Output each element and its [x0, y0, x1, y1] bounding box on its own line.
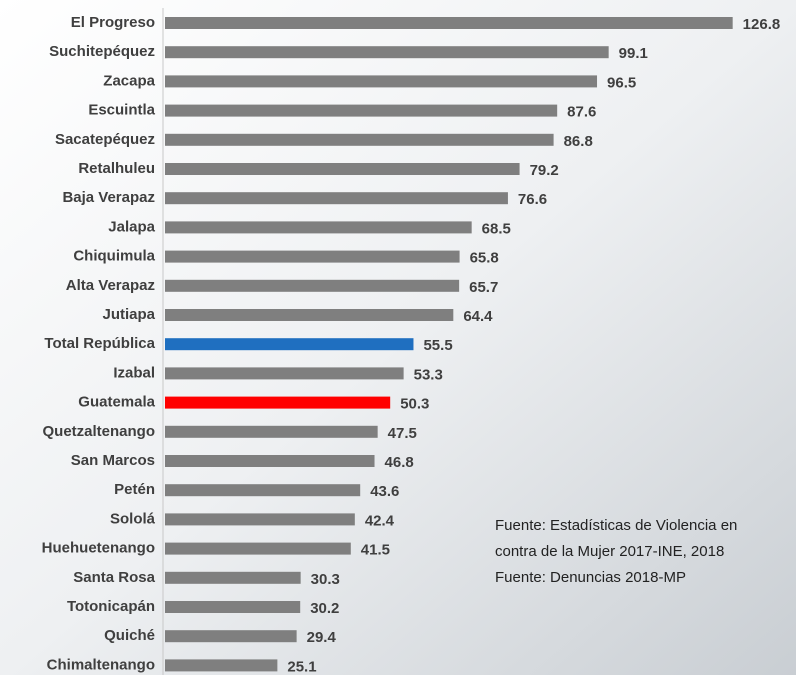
- bar: [165, 513, 355, 526]
- category-label: Sololá: [110, 510, 156, 527]
- bar: [165, 455, 375, 467]
- bar: [165, 17, 733, 29]
- value-label: 99.1: [619, 45, 648, 62]
- category-label: Totonicapán: [67, 598, 155, 615]
- category-label: Sacatepéquez: [55, 131, 155, 148]
- category-label: San Marcos: [71, 452, 155, 469]
- value-label: 68.5: [482, 220, 511, 237]
- value-label: 41.5: [361, 542, 390, 559]
- bar: [165, 630, 297, 643]
- category-label: Huehuetenango: [42, 540, 155, 557]
- value-label: 29.4: [307, 629, 337, 646]
- value-label: 25.1: [287, 658, 316, 675]
- category-label: Guatemala: [78, 394, 155, 411]
- bar: [165, 75, 598, 88]
- bar: [165, 250, 460, 263]
- value-label: 79.2: [530, 162, 559, 179]
- bar: [165, 659, 278, 672]
- bar: [165, 309, 454, 321]
- category-label: Chimaltenango: [47, 656, 155, 673]
- category-label: Santa Rosa: [73, 569, 155, 586]
- bar: [165, 338, 414, 351]
- value-label: 76.6: [518, 191, 547, 208]
- source-note: Fuente: Estadísticas de Violencia en: [495, 517, 737, 534]
- bar: [165, 221, 472, 234]
- bar: [165, 192, 508, 205]
- source-note: contra de la Mujer 2017-INE, 2018: [495, 543, 724, 560]
- category-label: Quetzaltenango: [42, 423, 155, 440]
- value-label: 55.5: [423, 337, 452, 354]
- category-label: Chiquimula: [73, 248, 155, 265]
- value-label: 65.7: [469, 279, 498, 296]
- category-label: Baja Verapaz: [62, 189, 155, 206]
- value-label: 86.8: [564, 133, 593, 150]
- value-label: 50.3: [400, 396, 429, 413]
- category-label: Quiché: [104, 627, 155, 644]
- value-label: 126.8: [743, 16, 781, 33]
- bar: [165, 601, 301, 613]
- value-label: 43.6: [370, 483, 399, 500]
- category-label: El Progreso: [71, 14, 155, 31]
- category-label: Retalhuleu: [78, 160, 155, 177]
- value-label: 96.5: [607, 74, 636, 91]
- category-label: Petén: [114, 481, 155, 498]
- value-label: 46.8: [385, 454, 414, 471]
- bar: [165, 163, 520, 175]
- bar: [165, 279, 460, 292]
- value-label: 42.4: [365, 512, 395, 529]
- value-label: 64.4: [463, 308, 493, 325]
- bar: [165, 542, 351, 555]
- value-label: 30.2: [310, 600, 339, 617]
- value-label: 87.6: [567, 104, 596, 121]
- bar: [165, 396, 391, 409]
- category-label: Alta Verapaz: [66, 277, 155, 294]
- category-label: Zacapa: [103, 72, 155, 89]
- category-label: Jutiapa: [102, 306, 155, 323]
- bar: [165, 571, 301, 584]
- category-label: Suchitepéquez: [49, 43, 155, 60]
- bar: [165, 133, 554, 146]
- category-label: Escuintla: [88, 102, 155, 119]
- bar: [165, 46, 609, 59]
- bar: [165, 425, 378, 438]
- category-label: Izabal: [113, 364, 155, 381]
- bar: [165, 104, 558, 117]
- value-label: 53.3: [414, 366, 443, 383]
- value-label: 30.3: [311, 571, 340, 588]
- category-label: Jalapa: [108, 218, 155, 235]
- value-label: 47.5: [388, 425, 417, 442]
- category-label: Total República: [44, 335, 155, 352]
- value-label: 65.8: [470, 250, 499, 267]
- bar: [165, 367, 404, 380]
- bar: [165, 484, 361, 497]
- source-note: Fuente: Denuncias 2018-MP: [495, 569, 686, 586]
